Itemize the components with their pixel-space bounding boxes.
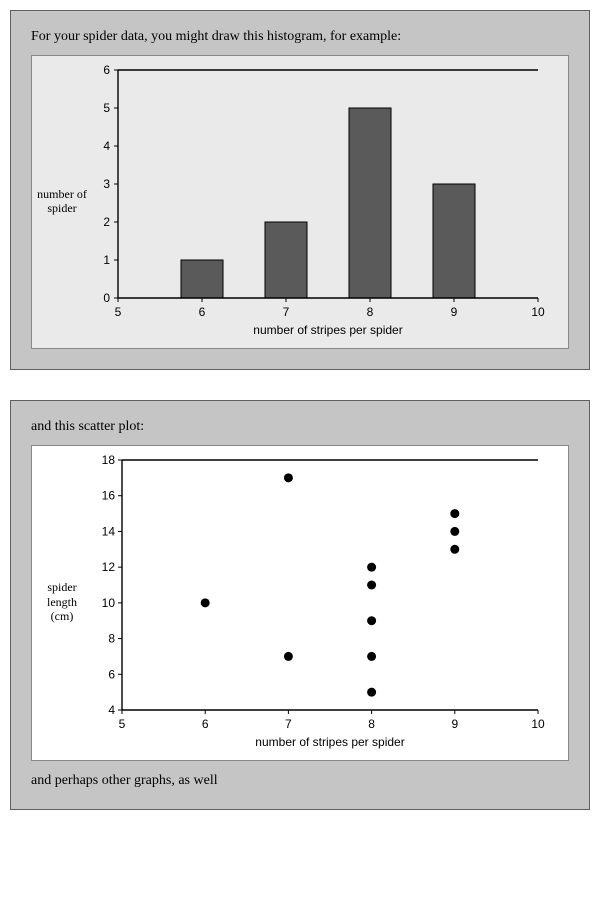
svg-text:16: 16 [102,489,116,503]
svg-text:8: 8 [367,305,374,319]
svg-text:4: 4 [103,139,110,153]
histogram-ylabel: number of spider [36,187,88,216]
scatter-row: spider length (cm) 4 6 8 10 12 14 16 18 5 6 7 8 9 10 n… [36,452,564,752]
svg-text:7: 7 [283,305,290,319]
svg-text:6: 6 [199,305,206,319]
svg-text:5: 5 [119,717,126,731]
svg-text:number of stripes per spider: number of stripes per spider [255,735,404,749]
svg-text:4: 4 [108,703,115,717]
svg-text:8: 8 [368,717,375,731]
svg-text:8: 8 [108,632,115,646]
scatter-card: spider length (cm) 4 6 8 10 12 14 16 18 5 6 7 8 9 10 n… [31,445,569,761]
svg-text:9: 9 [451,305,458,319]
scatter-panel: and this scatter plot: spider length (cm… [10,400,590,810]
svg-text:18: 18 [102,453,116,467]
svg-text:1: 1 [103,253,110,267]
svg-text:10: 10 [531,305,545,319]
svg-text:number of stripes per spider: number of stripes per spider [253,323,402,337]
svg-text:6: 6 [108,667,115,681]
histogram-row: number of spider 0 1 2 3 4 5 6 5 6 7 8 9 10 number of… [36,62,564,340]
histogram-svg: 0 1 2 3 4 5 6 5 6 7 8 9 10 number of stripes per spid… [88,62,548,340]
svg-text:10: 10 [102,596,116,610]
svg-text:5: 5 [115,305,122,319]
svg-text:10: 10 [531,717,545,731]
svg-text:3: 3 [103,177,110,191]
svg-text:6: 6 [103,63,110,77]
histogram-panel: For your spider data, you might draw thi… [10,10,590,370]
scatter-ylabel: spider length (cm) [36,580,88,623]
histogram-card: number of spider 0 1 2 3 4 5 6 5 6 7 8 9 10 number of… [31,55,569,349]
svg-text:9: 9 [451,717,458,731]
scatter-outro: and perhaps other graphs, as well [31,773,569,789]
svg-text:0: 0 [103,291,110,305]
svg-text:2: 2 [103,215,110,229]
scatter-intro: and this scatter plot: [31,419,569,435]
scatter-svg: 4 6 8 10 12 14 16 18 5 6 7 8 9 10 number of stripes pe… [88,452,548,752]
svg-text:6: 6 [202,717,209,731]
histogram-intro: For your spider data, you might draw thi… [31,29,569,45]
svg-text:5: 5 [103,101,110,115]
svg-text:12: 12 [102,560,116,574]
svg-text:7: 7 [285,717,292,731]
svg-text:14: 14 [102,524,116,538]
